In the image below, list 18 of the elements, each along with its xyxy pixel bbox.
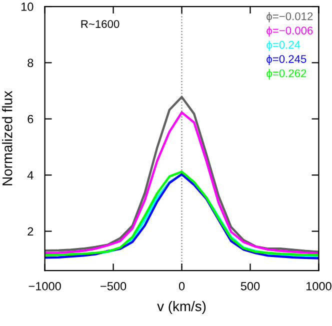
- text: ϕ=0.24: [266, 40, 300, 51]
- text: ϕ=−0.006: [266, 26, 313, 37]
- y-tick-label: 8: [28, 58, 34, 68]
- x-tick-label: 500: [240, 282, 260, 290]
- x-tick-label: 1000: [306, 282, 332, 290]
- y-tick-label: 6: [28, 114, 34, 124]
- x-tick-label: 0: [178, 282, 185, 290]
- text: ϕ=0.262: [266, 69, 306, 80]
- y-tick-label: 2: [28, 227, 34, 236]
- x-axis-title: v (km/s): [157, 301, 206, 314]
- x-tick-label: −500: [100, 282, 126, 290]
- x-tick-label: −1000: [28, 282, 61, 290]
- text: ϕ=0.245: [266, 54, 306, 66]
- y-tick-label: 10: [21, 2, 34, 11]
- text: ϕ=−0.012: [266, 12, 313, 22]
- y-axis-title: Normalized flux: [2, 90, 12, 186]
- annotation: R~1600: [81, 20, 120, 28]
- y-tick-label: 4: [27, 171, 34, 180]
